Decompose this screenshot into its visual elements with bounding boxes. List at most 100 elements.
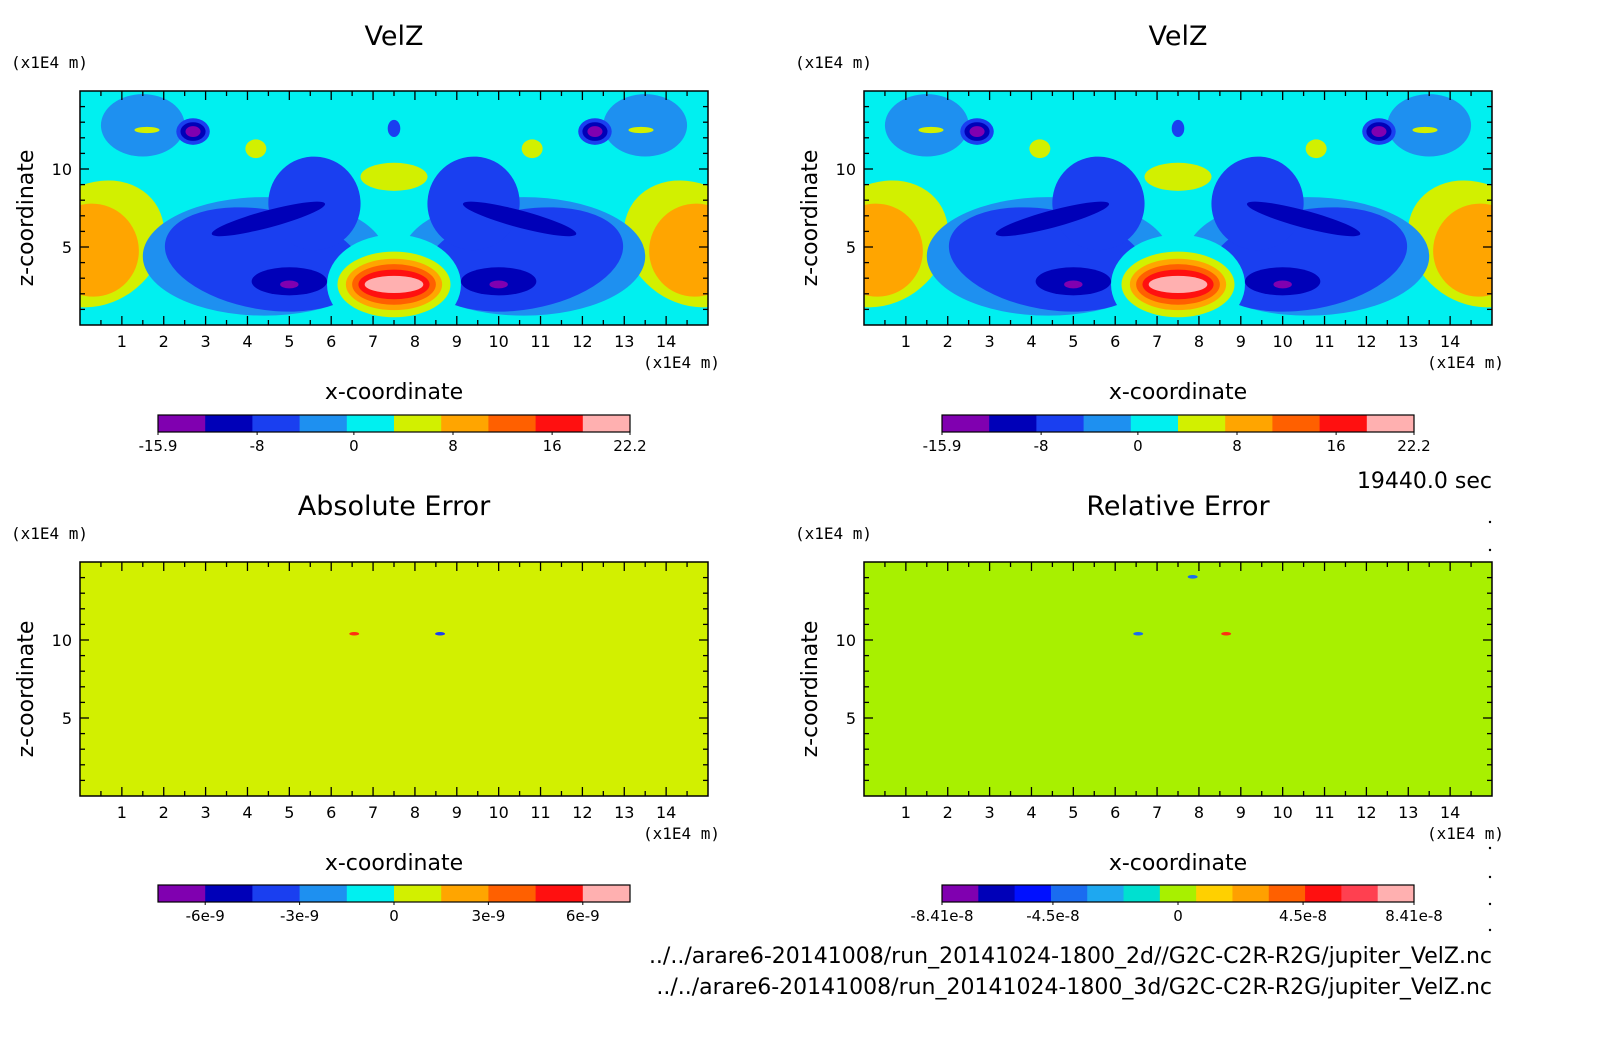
- x-unit-label: (x1E4 m): [1427, 824, 1504, 843]
- x-tick-label: 11: [1314, 803, 1334, 822]
- x-tick-label: 2: [943, 332, 953, 351]
- colorbar-label: -6e-9: [186, 907, 225, 925]
- colorbar-swatch: [1319, 415, 1368, 432]
- x-tick-label: 1: [901, 332, 911, 351]
- contour-orange-left: [864, 203, 923, 297]
- colorbar-label: 16: [543, 437, 562, 455]
- colorbar-swatch: [978, 885, 1016, 902]
- colorbar-swatch: [252, 885, 301, 902]
- field-background: [864, 562, 1492, 796]
- contour-plume-core: [1148, 275, 1208, 294]
- colorbar-label: 8: [1232, 437, 1242, 455]
- contour-region: [521, 139, 543, 159]
- x-axis-title: x-coordinate: [1109, 380, 1247, 405]
- colorbar-label: 8.41e-8: [1385, 907, 1443, 925]
- x-tick-label: 1: [901, 803, 911, 822]
- x-axis-title: x-coordinate: [325, 380, 463, 405]
- x-tick-label: 3: [201, 803, 211, 822]
- x-tick-label: 6: [1110, 803, 1120, 822]
- colorbar-swatch: [205, 885, 253, 902]
- x-tick-label: 8: [410, 332, 420, 351]
- x-tick-label: 12: [1356, 332, 1376, 351]
- x-tick-label: 14: [656, 803, 676, 822]
- colorbar: -8.41e-8 -4.5e-8 0 4.5e-8 8.41e-8: [911, 884, 1443, 925]
- error-field: [80, 562, 708, 796]
- x-tick-label: 13: [1398, 332, 1418, 351]
- tick-marks: [864, 562, 1492, 796]
- colorbar-swatch: [1036, 415, 1085, 432]
- x-tick-label: 12: [1356, 803, 1376, 822]
- error-field: [864, 562, 1492, 796]
- colorbar-swatch: [441, 885, 489, 902]
- margin-dot: [1488, 875, 1492, 879]
- contour-orange-left: [80, 203, 139, 297]
- colorbar-swatch: [1232, 885, 1270, 902]
- x-tick-label: 8: [410, 803, 420, 822]
- colorbar-label: -3e-9: [280, 907, 319, 925]
- x-tick-label: 5: [284, 332, 294, 351]
- colorbar-swatch: [299, 415, 348, 432]
- colorbar-swatch: [441, 415, 489, 432]
- x-tick-label: 4: [1026, 332, 1036, 351]
- x-tick-label: 14: [1440, 332, 1460, 351]
- colorbar-label: 0: [1173, 907, 1183, 925]
- colorbar-label: 0: [1133, 437, 1143, 455]
- colorbar-label: 0: [349, 437, 359, 455]
- colorbar-swatch: [942, 885, 979, 902]
- time-label: 19440.0 sec: [1357, 469, 1492, 494]
- x-tick-label: 14: [656, 332, 676, 351]
- contour-region: [969, 126, 985, 138]
- colorbar-swatch: [582, 885, 631, 902]
- colorbar-label: 16: [1327, 437, 1346, 455]
- x-tick-label: 4: [242, 332, 252, 351]
- margin-dot: [1488, 902, 1492, 906]
- x-tick-label: 8: [1194, 332, 1204, 351]
- contour-orange-right: [1433, 203, 1492, 297]
- x-tick-label: 10: [1272, 332, 1292, 351]
- contour-region: [1305, 139, 1327, 159]
- x-tick-label: 9: [452, 332, 462, 351]
- colorbar-frame: [157, 414, 631, 433]
- x-tick-label: 8: [1194, 803, 1204, 822]
- error-spot: [1221, 631, 1232, 636]
- y-tick-label: 5: [62, 238, 72, 257]
- contour-plume-core: [364, 275, 424, 294]
- panel-1: VelZ-15.9 -8 0 8 16 22.21 2 3 4 5 6 7 8 9 10 11 12 13 1451…: [11, 21, 720, 455]
- colorbar-label: -8: [1034, 437, 1049, 455]
- colorbar-swatch: [488, 885, 537, 902]
- x-unit-label: (x1E4 m): [643, 353, 720, 372]
- colorbar-swatch: [942, 415, 990, 432]
- colorbar-swatch: [1130, 415, 1179, 432]
- contour-region: [387, 119, 401, 138]
- x-tick-label: 12: [572, 803, 592, 822]
- colorbar: -6e-9 -3e-9 0 3e-9 6e-9: [157, 884, 631, 925]
- y-axis-title: z-coordinate: [14, 621, 39, 758]
- colorbar-swatch: [1225, 415, 1273, 432]
- y-unit-label: (x1E4 m): [795, 53, 872, 72]
- y-unit-label: (x1E4 m): [11, 53, 88, 72]
- contour-region: [211, 201, 326, 237]
- contour-region: [1171, 119, 1185, 138]
- colorbar-swatch: [394, 415, 442, 432]
- colorbar-swatch: [158, 885, 206, 902]
- tick-marks: [864, 91, 1492, 325]
- margin-dot: [1488, 548, 1492, 552]
- colorbar-swatch: [394, 885, 442, 902]
- margin-dot: [1488, 520, 1492, 524]
- x-tick-label: 3: [985, 332, 995, 351]
- contour-region: [1412, 126, 1438, 134]
- x-tick-label: 2: [159, 332, 169, 351]
- x-tick-label: 10: [1272, 803, 1292, 822]
- x-tick-label: 6: [1110, 332, 1120, 351]
- panel-title: Relative Error: [1086, 491, 1270, 522]
- x-tick-label: 7: [1152, 803, 1162, 822]
- y-axis-title: z-coordinate: [798, 621, 823, 758]
- contour-region: [1029, 139, 1051, 159]
- colorbar-label: 4.5e-8: [1279, 907, 1327, 925]
- panel-title: VelZ: [365, 21, 424, 52]
- x-tick-label: 13: [1398, 803, 1418, 822]
- colorbar-swatch: [1272, 415, 1321, 432]
- colorbar-swatch: [1196, 885, 1233, 902]
- error-spot: [1187, 575, 1198, 579]
- tick-marks: [80, 562, 708, 796]
